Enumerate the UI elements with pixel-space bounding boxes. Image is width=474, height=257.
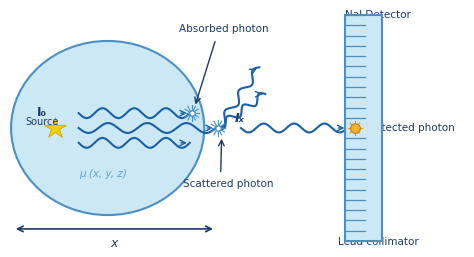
Ellipse shape: [11, 41, 204, 215]
Text: Detected photon: Detected photon: [366, 123, 454, 133]
Text: NaI Detector: NaI Detector: [345, 10, 411, 20]
Text: Source: Source: [25, 117, 59, 127]
Text: I₀: I₀: [37, 106, 47, 119]
Bar: [345, 15, 382, 241]
Text: μ (x, y, z): μ (x, y, z): [79, 170, 127, 179]
Text: Lead collimator: Lead collimator: [338, 237, 419, 247]
Text: Absorbed photon: Absorbed photon: [179, 24, 268, 34]
Text: Scattered photon: Scattered photon: [183, 179, 273, 189]
Text: x: x: [111, 237, 118, 250]
Text: Iₓ: Iₓ: [235, 112, 245, 125]
